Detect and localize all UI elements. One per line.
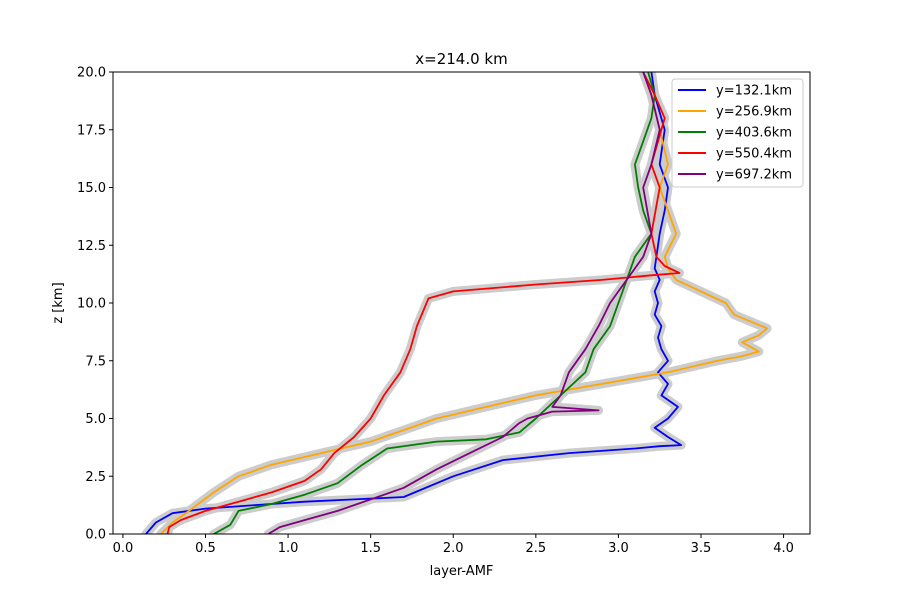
y-tick-label: 10.0: [77, 297, 106, 312]
y-tick-label: 5.0: [85, 412, 106, 427]
y-tick-label: 0.0: [85, 528, 106, 543]
y-tick-label: 17.5: [77, 123, 106, 138]
series-lines: [145, 72, 768, 534]
legend-label-3: y=403.6km: [716, 126, 792, 141]
legend-label-5: y=697.2km: [716, 168, 792, 183]
x-axis-ticks: 0.0 0.5 1.0 1.5 2.0 2.5 3.0 3.5 4.0: [113, 534, 794, 556]
y-axis-ticks: 0.0 2.5 5.0 7.5 10.0 12.5 15.0 17.5 20.0: [77, 66, 113, 543]
chart-title: x=214.0 km: [415, 50, 507, 68]
series-line-3: [213, 72, 656, 534]
legend-label-2: y=256.9km: [716, 105, 792, 120]
series-line-1: [145, 72, 683, 534]
y-tick-label: 12.5: [77, 239, 106, 254]
series-line-2: [160, 72, 768, 534]
y-axis-label: z [km]: [51, 282, 66, 323]
legend-frame: [671, 78, 804, 188]
y-tick-label: 20.0: [77, 66, 106, 81]
x-tick-label: 2.0: [443, 541, 464, 556]
series-line-5: [267, 72, 661, 534]
y-tick-label: 2.5: [85, 470, 106, 485]
x-tick-label: 2.5: [525, 541, 546, 556]
x-tick-label: 0.0: [113, 541, 134, 556]
x-tick-label: 3.5: [691, 541, 712, 556]
legend: y=132.1km y=256.9km y=403.6km y=550.4km y=69…: [671, 78, 804, 188]
legend-label-4: y=550.4km: [716, 147, 792, 162]
x-tick-label: 4.0: [773, 541, 794, 556]
y-tick-label: 7.5: [85, 354, 106, 369]
x-tick-label: 3.0: [608, 541, 629, 556]
y-tick-label: 15.0: [77, 181, 106, 196]
legend-label-1: y=132.1km: [716, 84, 792, 99]
x-axis-label: layer-AMF: [430, 564, 494, 579]
x-tick-label: 0.5: [195, 541, 216, 556]
x-tick-label: 1.0: [278, 541, 299, 556]
series-line-4: [166, 72, 681, 534]
x-tick-label: 1.5: [360, 541, 381, 556]
